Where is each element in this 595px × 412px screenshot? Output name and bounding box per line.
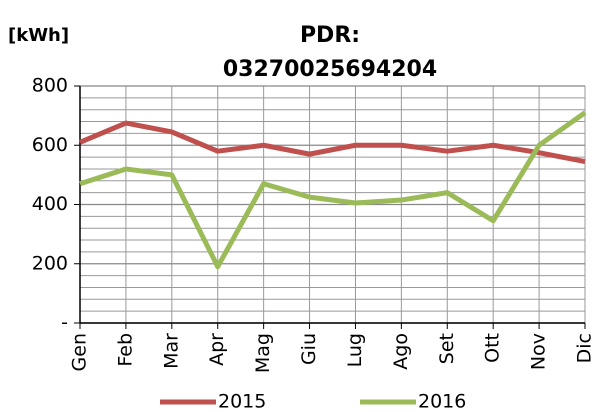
x-tick-label: Mar (160, 333, 182, 369)
legend-label: 2016 (418, 391, 466, 412)
legend-label: 2015 (218, 391, 266, 412)
x-tick-label: Set (436, 333, 458, 364)
x-tick-label: Gen (69, 333, 91, 371)
y-tick-label: - (61, 312, 68, 334)
x-tick-label: Dic (574, 333, 595, 363)
x-tick-label: Ago (390, 333, 412, 370)
x-tick-label: Lug (344, 333, 366, 367)
series-line (79, 110, 587, 270)
x-tick-label: Ott (482, 333, 504, 363)
x-tick-label: Nov (528, 333, 550, 370)
x-tick-label: Apr (206, 333, 228, 366)
y-tick-label: 600 (32, 134, 68, 156)
y-tick-label: 800 (32, 75, 68, 97)
y-tick-label: 400 (32, 193, 68, 215)
y-axis-label: [kWh] (8, 25, 69, 46)
series-line (79, 120, 586, 164)
chart-title: PDR: (300, 23, 360, 48)
x-tick-label: Giu (298, 333, 320, 365)
chart-title: 03270025694204 (223, 57, 437, 82)
x-tick-label: Feb (114, 333, 136, 367)
x-tick-label: Mag (252, 333, 274, 373)
y-tick-label: 200 (32, 252, 68, 274)
